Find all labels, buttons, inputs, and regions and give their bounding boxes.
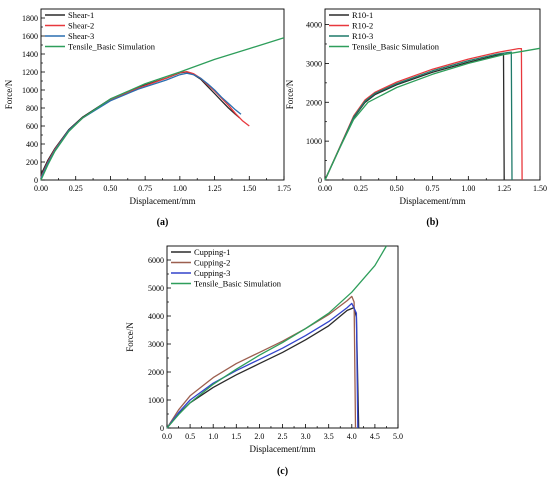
series-line-2	[324, 47, 523, 181]
series-line-1	[166, 306, 360, 429]
series-line-3	[324, 51, 513, 181]
y-tick-label: 800	[26, 104, 38, 113]
y-tick-label: 5000	[148, 284, 164, 293]
x-axis-label: Displacement/mm	[130, 196, 196, 206]
y-tick-label: 400	[26, 140, 38, 149]
y-tick-label: 1000	[306, 137, 322, 146]
series-line-4	[40, 37, 285, 181]
legend-label: Shear-1	[68, 10, 94, 20]
y-tick-label: 0	[34, 176, 38, 185]
panel-label: (a)	[157, 217, 169, 228]
y-axis-label: Force/N	[125, 322, 135, 352]
chart-panel-1: 0.00 0.25 0.50 0.75 1.00 1.25 1.50 1.75 0 200 400 6…	[4, 8, 291, 228]
y-tick-label: 1800	[22, 14, 38, 23]
x-tick-label: 3.0	[301, 432, 311, 441]
y-axis-label: Force/N	[4, 79, 14, 109]
x-tick-label: 1.00	[173, 184, 187, 193]
y-tick-label: 6000	[148, 256, 164, 265]
x-tick-label: 0.75	[138, 184, 152, 193]
y-tick-label: 3000	[306, 59, 322, 68]
x-tick-label: 0.25	[354, 184, 368, 193]
y-tick-label: 4000	[148, 312, 164, 321]
x-tick-label: 0.50	[390, 184, 404, 193]
panel-label: (c)	[277, 466, 288, 477]
x-tick-label: 0.00	[34, 184, 48, 193]
y-tick-label: 0	[318, 176, 322, 185]
series-line-1	[324, 53, 505, 181]
x-tick-label: 0.0	[162, 432, 172, 441]
x-tick-label: 4.0	[347, 432, 357, 441]
x-tick-label: 0.5	[185, 432, 195, 441]
legend-label: R10-1	[352, 10, 373, 20]
legend-label: Cupping-3	[194, 268, 230, 278]
series-line-4	[166, 245, 387, 429]
y-tick-label: 4000	[306, 21, 322, 30]
series-line-4	[324, 47, 541, 181]
x-tick-label: 1.25	[497, 184, 511, 193]
y-tick-label: 2000	[148, 368, 164, 377]
x-tick-label: 1.00	[461, 184, 475, 193]
legend-label: Cupping-2	[194, 258, 230, 268]
x-axis-label: Displacement/mm	[250, 444, 316, 454]
x-tick-label: 0.75	[426, 184, 440, 193]
legend-label: Tensile_Basic Simulation	[352, 42, 440, 52]
series-line-3	[166, 302, 359, 429]
x-tick-label: 1.5	[231, 432, 241, 441]
y-axis-label: Force/N	[285, 79, 295, 109]
x-tick-label: 1.50	[242, 184, 256, 193]
legend-label: R10-3	[352, 31, 373, 41]
y-tick-label: 1200	[22, 68, 38, 77]
x-tick-label: 5.0	[393, 432, 403, 441]
x-tick-label: 0.00	[318, 184, 332, 193]
x-tick-label: 1.0	[208, 432, 218, 441]
legend-label: Cupping-1	[194, 247, 230, 257]
panel-label: (b)	[426, 217, 438, 228]
x-tick-label: 4.5	[370, 432, 380, 441]
legend-label: Tensile_Basic Simulation	[194, 279, 282, 289]
legend-label: Shear-3	[68, 31, 94, 41]
y-tick-label: 1400	[22, 50, 38, 59]
y-tick-label: 1600	[22, 32, 38, 41]
x-tick-label: 1.50	[533, 184, 547, 193]
y-tick-label: 3000	[148, 340, 164, 349]
y-tick-label: 600	[26, 122, 38, 131]
chart-panel-3: 0.0 0.5 1.0 1.5 2.0 2.5 3.0 3.5 4.0 4.5 5.0 0 1000 20…	[125, 245, 403, 477]
chart-panel-2: 0.00 0.25 0.50 0.75 1.00 1.25 1.50 0 1000 2000 300…	[285, 8, 547, 228]
y-tick-label: 200	[26, 158, 38, 167]
legend-label: R10-2	[352, 21, 373, 31]
x-tick-label: 1.25	[208, 184, 222, 193]
y-tick-label: 0	[160, 424, 164, 433]
x-tick-label: 1.75	[277, 184, 291, 193]
x-tick-label: 0.25	[69, 184, 83, 193]
x-axis-label: Displacement/mm	[400, 196, 466, 206]
x-tick-label: 2.0	[254, 432, 264, 441]
y-tick-label: 1000	[148, 396, 164, 405]
x-tick-label: 2.5	[278, 432, 288, 441]
x-tick-label: 0.50	[103, 184, 117, 193]
legend: Cupping-1Cupping-2Cupping-3Tensile_Basic…	[171, 247, 282, 289]
x-tick-label: 3.5	[324, 432, 334, 441]
y-tick-label: 1000	[22, 86, 38, 95]
y-tick-label: 2000	[306, 98, 322, 107]
series-line-2	[166, 295, 357, 429]
legend-label: Tensile_Basic Simulation	[68, 42, 156, 52]
legend-label: Shear-2	[68, 21, 94, 31]
